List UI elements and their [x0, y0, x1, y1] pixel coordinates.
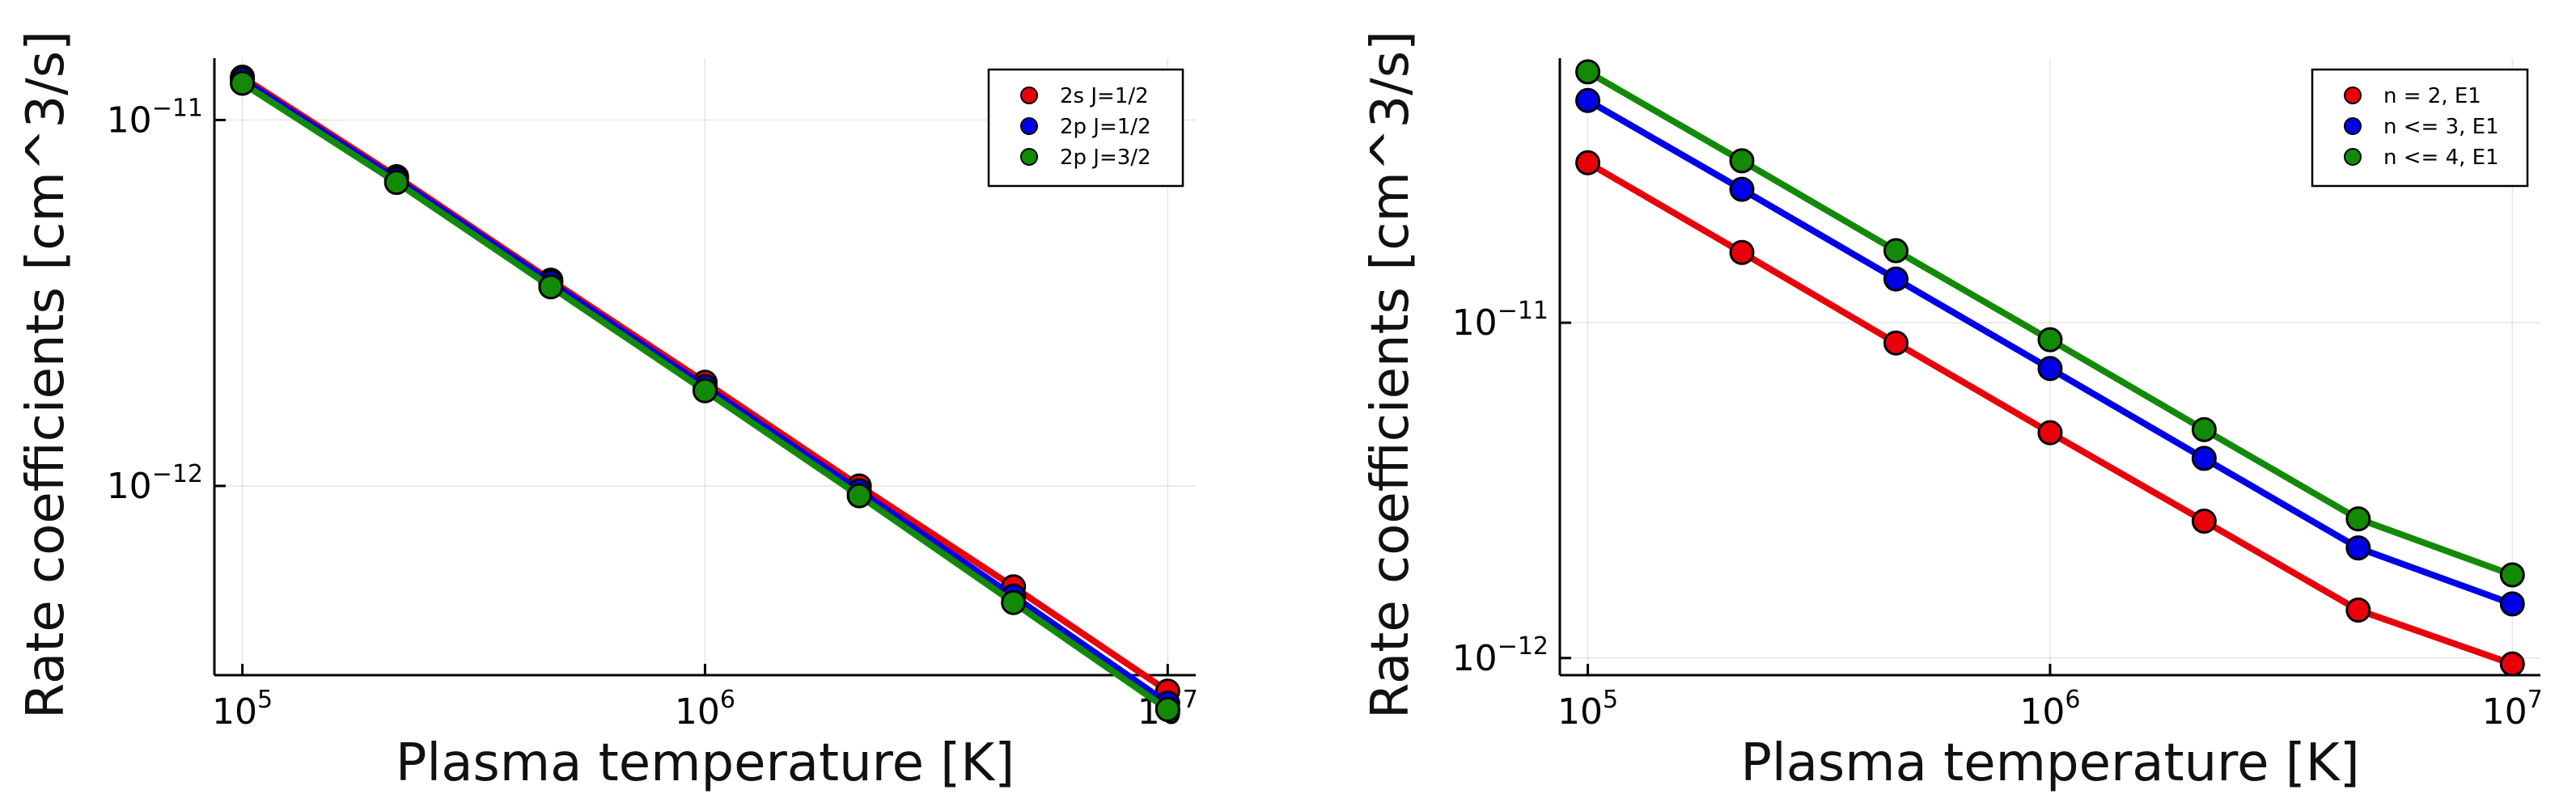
x-tick-base: 10: [212, 691, 257, 733]
legend-label: 2s J=1/2: [1060, 84, 1149, 108]
legend-marker: [2344, 148, 2362, 166]
y-tick-label: 10−12: [107, 460, 203, 507]
data-point: [2191, 509, 2217, 534]
x-tick-base: 10: [2019, 691, 2065, 733]
legend-marker: [1020, 117, 1038, 135]
data-point: [383, 170, 409, 196]
data-point: [1729, 239, 1755, 265]
x-axis-title: Plasma temperature [K]: [1740, 733, 2359, 793]
x-tick-exponent: 7: [2527, 686, 2543, 714]
legend-label: n <= 4, E1: [2383, 146, 2499, 170]
data-point: [2037, 420, 2063, 446]
legend-label: 2p J=3/2: [1060, 146, 1151, 170]
x-tick-exponent: 7: [1183, 686, 1198, 714]
x-tick-label: 105: [212, 686, 273, 733]
data-point: [1001, 589, 1027, 615]
data-point: [1729, 176, 1755, 202]
y-tick-base: 10: [107, 99, 152, 141]
legend-label: n = 2, E1: [2383, 84, 2481, 108]
x-tick-base: 10: [1557, 691, 1603, 733]
series-2: [1575, 87, 2525, 617]
x-tick-exponent: 6: [720, 686, 735, 714]
x-tick-label: 107: [2482, 686, 2543, 733]
legend-label: 2p J=1/2: [1060, 115, 1151, 139]
legend-marker: [1020, 148, 1038, 166]
data-point: [2499, 562, 2525, 588]
data-point: [1575, 59, 1601, 85]
y-tick-label: 10−11: [1452, 297, 1549, 344]
y-tick-label: 10−12: [1452, 632, 1549, 679]
x-axis-title: Plasma temperature [K]: [396, 733, 1015, 793]
data-point: [538, 274, 564, 300]
y-tick-base: 10: [107, 466, 152, 507]
legend-marker: [2344, 87, 2362, 104]
y-tick-base: 10: [1452, 302, 1498, 344]
data-point: [1883, 266, 1909, 292]
data-point: [2345, 598, 2371, 623]
series-3: [230, 70, 1180, 722]
data-point: [1729, 148, 1755, 174]
y-tick-exponent: −12: [152, 460, 203, 488]
y-tick-exponent: −11: [1498, 297, 1549, 325]
data-point: [1883, 330, 1909, 356]
x-tick-base: 10: [2482, 691, 2527, 733]
data-point: [2499, 651, 2525, 677]
data-point: [2037, 327, 2063, 353]
data-point: [1575, 150, 1601, 175]
legend-marker: [1020, 87, 1038, 104]
data-point: [1155, 696, 1180, 722]
data-point: [2191, 416, 2217, 442]
y-tick-base: 10: [1452, 638, 1498, 679]
y-axis-title: Rate coefficients [cm^3/s]: [1361, 31, 1421, 719]
data-point: [1883, 238, 1909, 264]
x-tick-exponent: 5: [1603, 686, 1618, 714]
data-point: [2037, 356, 2063, 382]
x-tick-base: 10: [675, 691, 720, 733]
y-axis-title: Rate coefficients [cm^3/s]: [16, 31, 76, 719]
data-point: [2191, 446, 2217, 471]
data-point: [2345, 506, 2371, 532]
legend-label: n <= 3, E1: [2383, 115, 2499, 139]
series-1: [1575, 150, 2525, 677]
legend: 2s J=1/2 2p J=1/2 2p J=3/2: [987, 68, 1184, 188]
x-tick-label: 106: [2019, 686, 2080, 733]
legend: n = 2, E1 n <= 3, E1 n <= 4, E1: [2311, 68, 2529, 188]
data-point: [230, 70, 256, 96]
data-point: [846, 483, 872, 509]
data-point: [1575, 87, 1601, 113]
x-tick-exponent: 5: [257, 686, 273, 714]
y-tick-exponent: −11: [152, 94, 203, 122]
y-tick-label: 10−11: [107, 94, 203, 141]
data-point: [2345, 535, 2371, 561]
data-point: [2499, 591, 2525, 617]
legend-marker: [2344, 117, 2362, 135]
y-tick-exponent: −12: [1498, 632, 1549, 661]
series-3: [1575, 59, 2525, 588]
data-point: [692, 378, 718, 403]
x-tick-exponent: 6: [2065, 686, 2080, 714]
x-tick-label: 105: [1557, 686, 1618, 733]
x-tick-label: 106: [675, 686, 735, 733]
